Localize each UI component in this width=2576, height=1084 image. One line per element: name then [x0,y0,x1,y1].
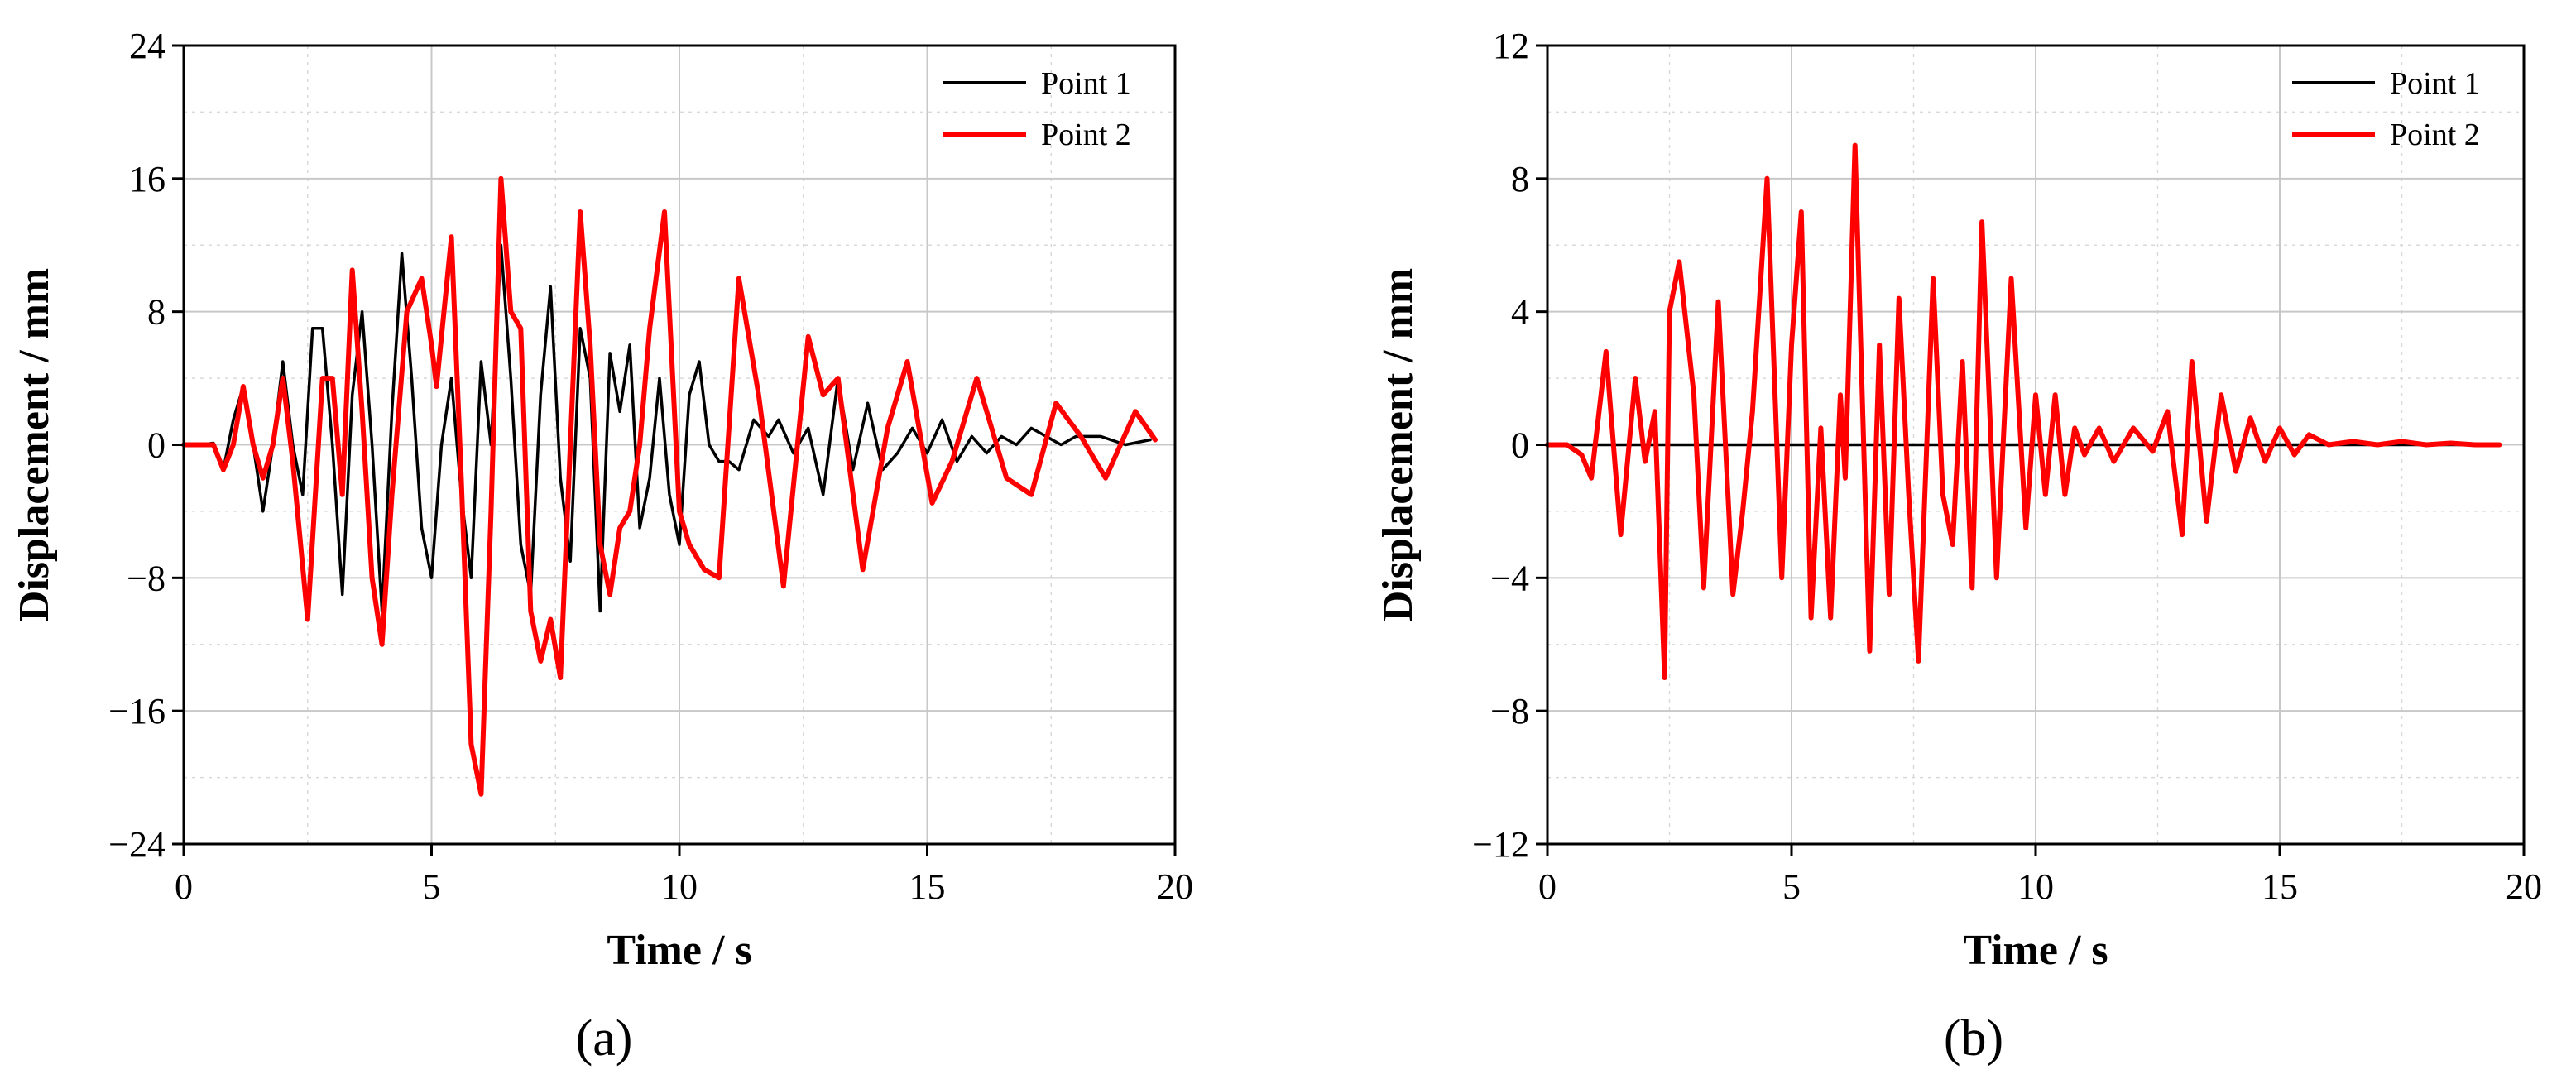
legend-label-2: Point 2 [1041,118,1131,152]
panel-caption: (b) [1944,1010,2003,1067]
y-axis-title: Displacement / mm [11,268,58,621]
y-axis-title: Displacement / mm [1374,268,1422,621]
x-tick-label: 10 [661,866,698,907]
x-tick-label: 15 [909,866,946,907]
series-line-2 [181,175,1158,797]
y-tick-label: −8 [1490,691,1529,731]
y-tick-label: 12 [1493,26,1529,66]
y-tick-label: 8 [1511,159,1529,199]
y-tick-label: 24 [129,26,165,66]
y-tick-label: 0 [1511,425,1529,466]
x-tick-label: 0 [175,866,193,907]
y-tick-label: −24 [108,824,165,865]
y-tick-label: 8 [147,292,165,333]
y-tick-label: −4 [1490,558,1529,598]
legend-label-1: Point 1 [2390,66,2480,101]
x-tick-label: 20 [2506,866,2542,907]
y-tick-label: −16 [108,691,165,731]
y-tick-label: 16 [129,159,165,199]
x-tick-label: 0 [1538,866,1557,907]
panel-a: 0 5 10 15 20 −24 −16 −8 0 8 16 24 Time / s Displaceme… [11,26,1193,1067]
x-tick-label: 5 [423,866,441,907]
series-line-2 [1545,142,2502,680]
legend-label-2: Point 2 [2390,118,2480,152]
x-tick-label: 15 [2262,866,2298,907]
x-tick-label: 20 [1157,866,1193,907]
legend-label-1: Point 1 [1041,66,1131,101]
x-axis-title: Time / s [607,927,751,974]
y-tick-label: 0 [147,425,165,466]
panel-caption: (a) [576,1010,633,1067]
y-tick-label: −8 [127,558,165,598]
y-tick-label: −12 [1472,824,1529,865]
x-tick-label: 10 [2017,866,2054,907]
y-tick-label: 4 [1511,292,1529,333]
x-tick-label: 5 [1782,866,1801,907]
panel-b: 0 5 10 15 20 −12 −8 −4 0 4 8 12 Time / s Displacement… [1374,26,2542,1067]
x-axis-title: Time / s [1963,927,2108,974]
